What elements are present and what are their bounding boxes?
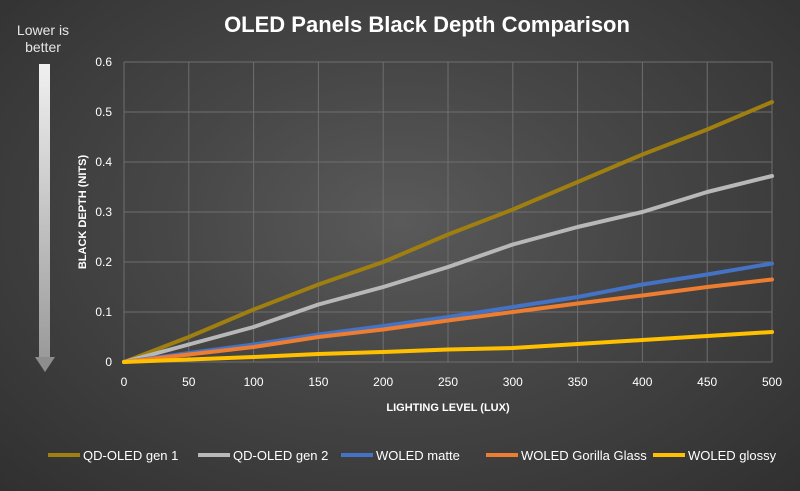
x-tick-label: 350: [568, 375, 588, 389]
x-tick-label: 0: [121, 375, 128, 389]
note-line-2: better: [25, 39, 61, 55]
down-arrow-shaft: [39, 64, 50, 358]
x-tick-label: 500: [762, 375, 782, 389]
legend-label: WOLED glossy: [688, 448, 777, 463]
legend-label: WOLED Gorilla Glass: [521, 448, 647, 463]
x-tick-label: 100: [244, 375, 264, 389]
axis-ticks: 0 50 100 150 200 250 300 350 400 450 500 0 0.1 0.2 0.3…: [95, 55, 782, 389]
x-tick-label: 200: [373, 375, 393, 389]
x-tick-label: 250: [438, 375, 458, 389]
y-axis-label: BLACK DEPTH (NITS): [77, 155, 89, 270]
y-tick-label: 0.2: [95, 255, 112, 269]
legend-label: WOLED matte: [376, 448, 460, 463]
chart-title: OLED Panels Black Depth Comparison: [224, 12, 630, 37]
legend-label: QD-OLED gen 1: [83, 448, 178, 463]
x-tick-label: 50: [182, 375, 196, 389]
x-tick-label: 450: [697, 375, 717, 389]
legend-label: QD-OLED gen 2: [233, 448, 328, 463]
legend: QD-OLED gen 1 QD-OLED gen 2 WOLED matte WOL…: [48, 448, 777, 463]
y-tick-label: 0.3: [95, 205, 112, 219]
down-arrow-icon: [35, 357, 55, 372]
x-tick-label: 300: [503, 375, 523, 389]
y-tick-label: 0.4: [95, 155, 112, 169]
series-lines: [122, 100, 774, 364]
x-tick-label: 400: [632, 375, 652, 389]
note-line-1: Lower is: [16, 22, 70, 38]
y-tick-label: 0: [105, 355, 112, 369]
lower-is-better-note: Lower is better: [4, 22, 82, 56]
y-tick-label: 0.5: [95, 105, 112, 119]
x-tick-label: 150: [308, 375, 328, 389]
x-axis-label: LIGHTING LEVEL (LUX): [386, 402, 510, 414]
y-tick-label: 0.6: [95, 55, 112, 69]
y-tick-label: 0.1: [95, 305, 112, 319]
